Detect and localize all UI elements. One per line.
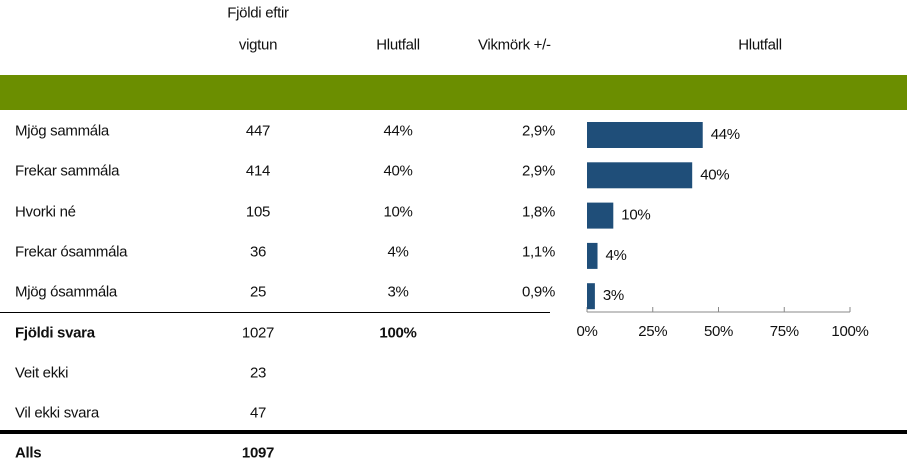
cell: 44%: [383, 122, 413, 140]
cell: 0,9%: [522, 283, 555, 301]
chart-title: Hlutfall: [738, 36, 782, 54]
cell: Mjög sammála: [15, 122, 109, 140]
cell: 1,1%: [522, 243, 555, 261]
cell: 1,8%: [522, 203, 555, 221]
band: [0, 75, 907, 110]
cell: 100%: [379, 324, 417, 341]
x-tick-label: 75%: [770, 323, 799, 340]
cell: 447: [245, 122, 271, 140]
bar: [587, 283, 595, 310]
header: Fjöldi eftir: [227, 4, 289, 22]
x-tick-label: 50%: [704, 323, 733, 340]
value-label: 4%: [606, 247, 627, 264]
cell: 40%: [383, 162, 413, 180]
x-tick-label: 25%: [638, 323, 667, 340]
cell: Mjög ósammála: [15, 283, 117, 301]
bar: [587, 122, 703, 148]
cell: 25: [249, 283, 267, 301]
cell: 414: [245, 162, 271, 180]
rule: [0, 312, 550, 313]
rule: [0, 430, 907, 434]
header: Hlutfall: [376, 36, 420, 54]
cell: 1027: [241, 324, 275, 341]
cell: 2,9%: [522, 122, 555, 140]
cell: 3%: [387, 283, 409, 301]
cell: Alls: [15, 444, 42, 462]
cell: Veit ekki: [15, 364, 69, 382]
cell: Hvorki né: [15, 203, 76, 221]
cell: Frekar sammála: [15, 162, 120, 180]
value-label: 44%: [711, 126, 740, 143]
header: vigtun: [238, 36, 278, 54]
value-label: 40%: [700, 166, 729, 183]
cell: 47: [249, 404, 267, 422]
header: Vikmörk +/-: [478, 36, 551, 54]
cell: Vil ekki svara: [15, 404, 99, 422]
cell: 1097: [241, 444, 275, 462]
bar: [587, 162, 693, 189]
value-label: 10%: [621, 207, 650, 224]
cell: Frekar ósammála: [15, 243, 128, 261]
cell: 10%: [383, 203, 413, 221]
value-label: 3%: [603, 287, 624, 304]
cell: Fjöldi svara: [15, 324, 95, 341]
cell: 2,9%: [522, 162, 555, 180]
x-tick-label: 0%: [576, 323, 597, 340]
cell: 23: [249, 364, 267, 382]
cell: 36: [249, 243, 267, 261]
x-tick-label: 100%: [831, 323, 868, 340]
cell: 105: [245, 203, 271, 221]
cell: 4%: [387, 243, 409, 261]
bar: [587, 242, 598, 269]
bar: [587, 202, 614, 229]
